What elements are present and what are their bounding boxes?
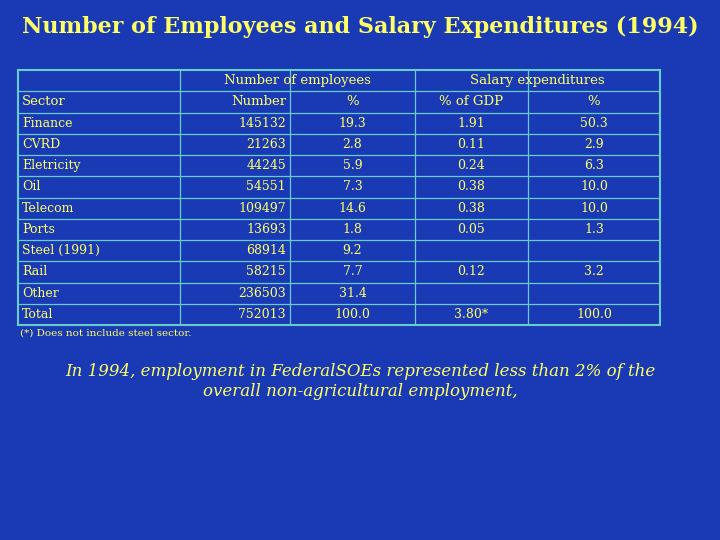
Text: 2.9: 2.9: [584, 138, 604, 151]
Text: Number of employees: Number of employees: [224, 74, 371, 87]
Text: 0.11: 0.11: [458, 138, 485, 151]
Text: 13693: 13693: [246, 223, 286, 236]
Text: 100.0: 100.0: [576, 308, 612, 321]
Text: %: %: [588, 96, 600, 109]
Text: Eletricity: Eletricity: [22, 159, 81, 172]
Text: (*) Does not include steel sector.: (*) Does not include steel sector.: [20, 329, 192, 338]
Text: 752013: 752013: [238, 308, 286, 321]
Text: 44245: 44245: [246, 159, 286, 172]
Text: 54551: 54551: [246, 180, 286, 193]
Text: overall non-agricultural employment,: overall non-agricultural employment,: [203, 383, 517, 401]
Text: 0.38: 0.38: [458, 201, 485, 214]
Text: 6.3: 6.3: [584, 159, 604, 172]
Text: 109497: 109497: [238, 201, 286, 214]
Text: Other: Other: [22, 287, 59, 300]
Text: 5.9: 5.9: [343, 159, 362, 172]
Text: 0.24: 0.24: [458, 159, 485, 172]
Text: Salary expenditures: Salary expenditures: [470, 74, 605, 87]
Text: Rail: Rail: [22, 265, 48, 279]
Text: 31.4: 31.4: [338, 287, 366, 300]
Text: 100.0: 100.0: [335, 308, 370, 321]
Text: Sector: Sector: [22, 96, 66, 109]
Text: Number of Employees and Salary Expenditures (1994): Number of Employees and Salary Expenditu…: [22, 16, 698, 38]
Text: % of GDP: % of GDP: [439, 96, 503, 109]
Text: 0.12: 0.12: [458, 265, 485, 279]
Text: 1.3: 1.3: [584, 223, 604, 236]
Text: 236503: 236503: [238, 287, 286, 300]
Text: Oil: Oil: [22, 180, 40, 193]
Text: Finance: Finance: [22, 117, 73, 130]
Text: 0.38: 0.38: [458, 180, 485, 193]
Text: 0.05: 0.05: [458, 223, 485, 236]
Text: Ports: Ports: [22, 223, 55, 236]
Text: 19.3: 19.3: [338, 117, 366, 130]
Text: 3.2: 3.2: [584, 265, 604, 279]
Text: 1.91: 1.91: [458, 117, 485, 130]
Text: 10.0: 10.0: [580, 201, 608, 214]
Text: 21263: 21263: [246, 138, 286, 151]
Text: 10.0: 10.0: [580, 180, 608, 193]
Text: Steel (1991): Steel (1991): [22, 244, 100, 257]
Text: CVRD: CVRD: [22, 138, 60, 151]
Text: 58215: 58215: [246, 265, 286, 279]
Text: 3.80*: 3.80*: [454, 308, 489, 321]
Text: Number: Number: [231, 96, 286, 109]
Bar: [18, 70, 660, 325]
Text: 7.3: 7.3: [343, 180, 362, 193]
Text: 14.6: 14.6: [338, 201, 366, 214]
Text: 50.3: 50.3: [580, 117, 608, 130]
Text: 145132: 145132: [238, 117, 286, 130]
Text: 2.8: 2.8: [343, 138, 362, 151]
Text: 1.8: 1.8: [343, 223, 362, 236]
Text: 9.2: 9.2: [343, 244, 362, 257]
Text: Total: Total: [22, 308, 53, 321]
Text: 68914: 68914: [246, 244, 286, 257]
Text: %: %: [346, 96, 359, 109]
Text: In 1994, employment in Federal​SOEs represented less than 2% of the: In 1994, employment in Federal​SOEs repr…: [65, 363, 655, 381]
Text: Telecom: Telecom: [22, 201, 74, 214]
Text: 7.7: 7.7: [343, 265, 362, 279]
